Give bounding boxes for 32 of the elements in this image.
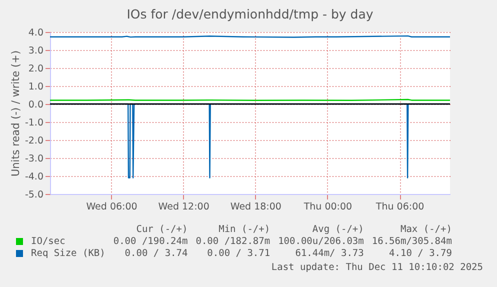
text: Max (-/+): [399, 224, 453, 236]
text: Min (-/+): [218, 224, 272, 236]
y-tick-label: 2.0: [28, 64, 44, 74]
y-tick-label: 4.0: [28, 28, 44, 38]
legend-label: Req Size (KB): [30, 248, 106, 260]
legend-label: IO/sec: [30, 236, 66, 248]
text: 0.00 /190.24m: [112, 236, 189, 248]
x-tick-label: Wed 18:00: [230, 202, 282, 212]
text: 100.00u/206.03m: [277, 236, 365, 248]
x-tick-label: Thu 06:00: [374, 202, 424, 212]
y-axis-title: Units read (-) / write (+): [10, 50, 22, 177]
y-tick-label: -3.0: [24, 154, 44, 164]
text: 0.00 /182.87m: [194, 236, 272, 248]
text: Avg (-/+): [311, 224, 365, 236]
x-tick-label: Thu 00:00: [302, 202, 352, 212]
y-tick-label: -5.0: [24, 190, 44, 200]
x-tick-label: Wed 06:00: [86, 202, 138, 212]
x-tick-label: Wed 12:00: [158, 202, 210, 212]
text: 0.00 / 3.71: [206, 248, 272, 260]
text: 61.44m/ 3.73: [294, 248, 365, 260]
y-tick-label: -2.0: [24, 136, 44, 146]
y-tick-label: 1.0: [28, 82, 44, 92]
y-tick-label: -4.0: [24, 172, 44, 182]
chart-title: IOs for /dev/endymionhdd/tmp - by day: [126, 6, 374, 22]
text: Cur (-/+): [135, 224, 189, 236]
text: 0.00 / 3.74: [124, 248, 189, 260]
text: 16.56m/305.84m: [370, 236, 453, 248]
text: Last update: Thu Dec 11 10:10:02 2025: [271, 262, 483, 273]
y-tick-label: 3.0: [28, 46, 44, 56]
y-tick-label: 0.0: [28, 100, 44, 110]
y-tick-label: -1.0: [24, 118, 44, 128]
text: 4.10 / 3.79: [388, 248, 453, 260]
